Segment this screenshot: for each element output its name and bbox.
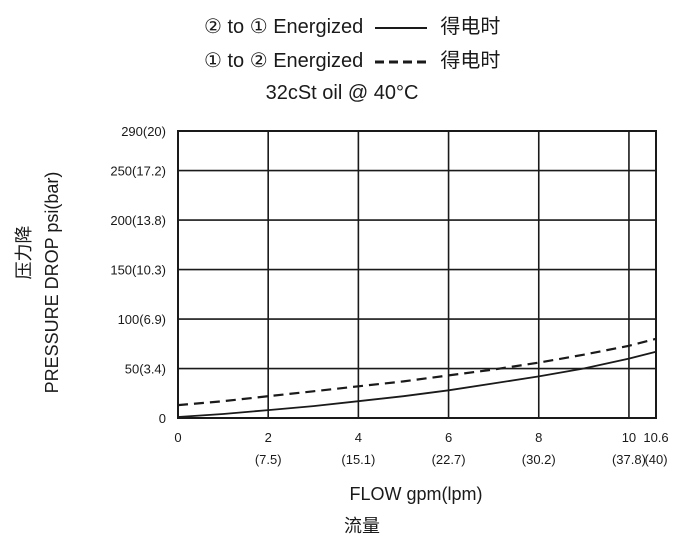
x-tick-label: 6	[445, 430, 452, 445]
legend-entry-dashed: ① to ② Energized 得电时	[204, 44, 500, 73]
legend-entry-solid: ② to ① Energized 得电时	[204, 10, 500, 39]
x-tick-label: 0	[174, 430, 181, 445]
x-tick-sublabel: (30.2)	[522, 452, 556, 467]
series-line-solid	[177, 350, 657, 418]
y-tick-label: 200(13.8)	[110, 213, 166, 228]
y-tick-label: 290(20)	[121, 124, 166, 139]
y-axis-ticks: 0 50(3.4) 100(6.9) 150(10.3) 200(13.8) 250(17…	[110, 124, 166, 426]
x-tick-label: 10	[622, 430, 636, 445]
y-tick-label: 50(3.4)	[125, 362, 166, 377]
legend-swatch-solid	[374, 26, 427, 29]
x-tick-sublabel: (7.5)	[255, 452, 282, 467]
y-tick-label: 100(6.9)	[118, 312, 166, 327]
series-line-dashed	[177, 337, 657, 407]
chart-subtitle: 32cSt oil @ 40°C	[265, 82, 419, 104]
x-tick-label: 2	[265, 430, 272, 445]
legend-label-solid: ② to ① Energized	[204, 16, 364, 38]
y-axis-label-cn: 压力降	[14, 226, 35, 280]
legend-swatch-dashed	[374, 60, 427, 64]
x-tick-sublabel: (15.1)	[341, 452, 375, 467]
plot-frame	[177, 130, 657, 419]
legend-label-dashed: ① to ② Energized	[204, 50, 364, 72]
y-axis-label: PRESSURE DROP psi(bar)	[42, 172, 62, 394]
x-tick-sublabel: (22.7)	[432, 452, 466, 467]
x-tick-label: 8	[535, 430, 542, 445]
x-axis-label: FLOW gpm(lpm)	[349, 484, 482, 504]
chart-grid	[177, 130, 657, 419]
x-axis-label-cn: 流量	[344, 516, 380, 537]
x-tick-label: 10.6	[643, 430, 668, 445]
x-axis-ticks: 0 2 (7.5) 4 (15.1) 6 (22.7) 8 (30.2) 10 (37.8) 10.6…	[174, 430, 668, 467]
x-tick-sublabel: (40)	[644, 452, 667, 467]
y-tick-label: 0	[159, 411, 166, 426]
y-tick-label: 150(10.3)	[110, 263, 166, 278]
chart-series	[177, 337, 657, 418]
legend-cn-solid: 得电时	[440, 14, 501, 38]
x-tick-label: 4	[355, 430, 362, 445]
legend-cn-dashed: 得电时	[440, 48, 501, 72]
y-tick-label: 250(17.2)	[110, 164, 166, 179]
x-tick-sublabel: (37.8)	[612, 452, 646, 467]
